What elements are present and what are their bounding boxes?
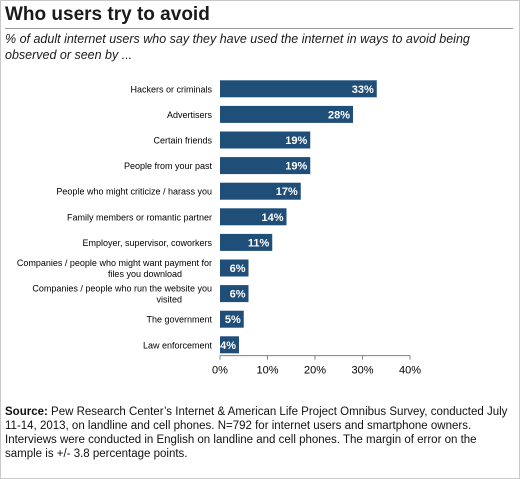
category-label: The government (146, 315, 212, 325)
source-label: Source: (5, 406, 48, 418)
category-label: Certain friends (153, 136, 212, 146)
bar (220, 285, 249, 303)
x-tick-label: 0% (212, 365, 228, 377)
bar (220, 80, 377, 98)
bar (220, 208, 287, 226)
data-label: 19% (285, 135, 307, 147)
bar (220, 131, 311, 149)
category-label: People who might criticize / harass you (56, 187, 212, 197)
bar (220, 157, 311, 175)
chart-title: Who users try to avoid (5, 4, 210, 25)
x-tick-label: 30% (351, 365, 373, 377)
data-label: 17% (276, 186, 298, 198)
bar (220, 336, 239, 354)
bar (220, 182, 301, 200)
source-text: Pew Research Center’s Internet & America… (5, 406, 508, 460)
category-label: Companies / people who run the website y… (32, 284, 212, 305)
bar (220, 259, 249, 277)
category-label: Hackers or criminals (130, 84, 212, 94)
category-label: Employer, supervisor, coworkers (82, 238, 212, 248)
data-label: 4% (220, 340, 236, 352)
chart-subtitle: % of adult internet users who say they h… (5, 32, 470, 62)
data-label: 6% (230, 289, 246, 301)
bar (220, 105, 353, 123)
data-label: 6% (230, 263, 246, 275)
category-label: People from your past (124, 161, 213, 171)
data-label: 11% (248, 237, 270, 249)
x-tick-label: 20% (304, 365, 326, 377)
source-note: Source: Pew Research Center’s Internet &… (5, 405, 515, 461)
data-label: 19% (285, 161, 307, 173)
category-label: Companies / people who might want paymen… (17, 258, 212, 279)
x-tick-label: 10% (256, 365, 278, 377)
x-tick-label: 40% (399, 365, 421, 377)
bar-chart: 33% Hackers or criminals 28% Advertisers 19%… (17, 80, 421, 377)
title-divider (5, 28, 513, 29)
category-label: Advertisers (167, 110, 213, 120)
category-label: Law enforcement (143, 340, 213, 350)
bar (220, 233, 273, 251)
bar (220, 310, 244, 328)
data-label: 14% (261, 212, 283, 224)
data-label: 33% (352, 84, 374, 96)
data-label: 28% (328, 109, 350, 121)
category-label: Family members or romantic partner (67, 212, 212, 222)
data-label: 5% (225, 314, 241, 326)
